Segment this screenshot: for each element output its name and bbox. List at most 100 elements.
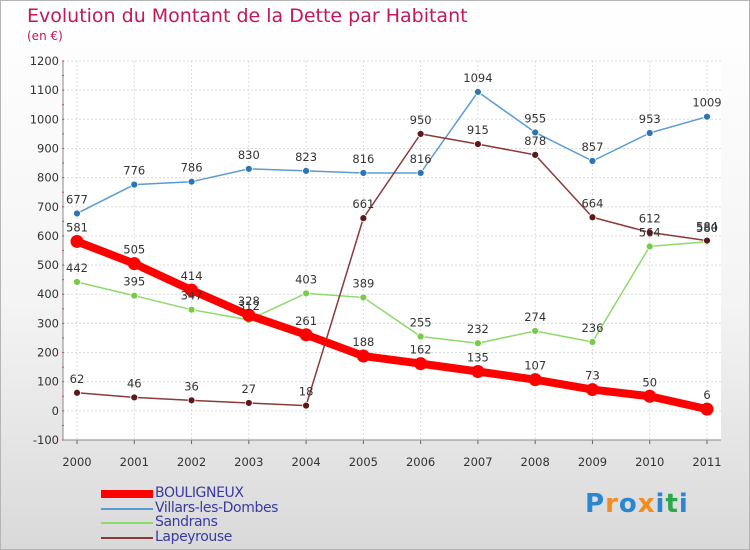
legend-swatch [101, 536, 153, 539]
data-label: 46 [127, 376, 142, 390]
data-point [703, 112, 711, 121]
chart-title: Evolution du Montant de la Dette par Hab… [27, 5, 468, 27]
x-tick-label: 2011 [692, 455, 721, 469]
data-point [185, 283, 199, 297]
y-tick-label: 100 [37, 375, 59, 389]
proxiti-logo: Proxiti [585, 489, 689, 519]
series-line-lapeyrouse [76, 133, 708, 407]
data-point [416, 129, 425, 138]
data-point [474, 339, 482, 348]
logo-letter: P [585, 489, 606, 519]
y-tick-label: 0 [52, 404, 59, 418]
data-point [187, 396, 196, 405]
axis-layer: -100 0 100 200 300 400 500 600 700 800 900 1000 1100… [30, 54, 722, 469]
data-label: 915 [467, 123, 489, 137]
x-tick-label: 2004 [291, 455, 320, 469]
data-point [244, 164, 253, 173]
data-point [302, 401, 310, 410]
data-point [244, 399, 253, 407]
legend-label: Villars-les-Dombes [155, 499, 279, 516]
data-label: 107 [524, 359, 546, 373]
data-label: 389 [352, 276, 374, 290]
logo-letter: r [605, 489, 619, 519]
data-point [471, 364, 485, 378]
data-label: 442 [66, 261, 88, 275]
data-point [356, 349, 370, 363]
data-label: 857 [581, 140, 603, 154]
data-point [130, 180, 139, 189]
data-point [70, 234, 84, 248]
x-tick-label: 2000 [62, 455, 91, 469]
data-point [73, 209, 81, 218]
logo-letter: x [637, 489, 656, 519]
data-point [474, 88, 482, 96]
data-point [73, 278, 81, 286]
legend-swatch [101, 490, 153, 498]
x-tick-label: 2005 [349, 455, 378, 469]
y-tick-label: 400 [37, 287, 59, 301]
data-label: 1009 [692, 96, 721, 110]
data-point [414, 357, 428, 371]
data-label: 953 [639, 112, 661, 126]
legend-swatch [101, 507, 153, 510]
data-point [585, 383, 599, 397]
data-label: 62 [70, 372, 85, 386]
data-label: 955 [524, 111, 546, 125]
data-label: 188 [352, 335, 374, 349]
data-label: 347 [181, 289, 203, 303]
data-label: 1094 [463, 71, 492, 85]
data-label: 274 [524, 310, 546, 324]
data-label: 584 [696, 220, 718, 234]
data-label: 816 [410, 152, 432, 166]
data-point [302, 167, 310, 175]
data-point [299, 328, 313, 342]
data-label: 27 [241, 382, 256, 396]
data-label: 505 [123, 243, 145, 257]
data-point [474, 140, 482, 148]
data-point [531, 327, 540, 335]
x-tick-label: 2010 [635, 455, 664, 469]
legend-item: BOULIGNEUX [101, 485, 321, 501]
data-label: 395 [123, 275, 145, 289]
data-label: 823 [295, 150, 317, 164]
logo-letter: i [678, 489, 689, 519]
data-point [359, 293, 368, 302]
data-label: 950 [410, 113, 432, 127]
x-tick-label: 2001 [120, 455, 149, 469]
y-tick-label: 1000 [30, 112, 59, 126]
series-line-bouligneux [73, 237, 711, 414]
legend-label: Sandrans [155, 514, 218, 530]
data-label: 162 [410, 343, 432, 357]
series-line-sandrans [76, 241, 708, 344]
data-point [242, 308, 256, 322]
data-point [73, 388, 81, 397]
x-tick-label: 2007 [463, 455, 492, 469]
data-label: 786 [181, 161, 203, 175]
y-tick-label: 200 [37, 346, 59, 360]
logo-letter: i [655, 489, 666, 519]
data-label: 830 [238, 148, 260, 162]
legend-item: Lapeyrouse [101, 529, 321, 545]
chart-subtitle: (en €) [27, 29, 63, 43]
data-point [645, 129, 654, 137]
y-tick-label: 1100 [30, 83, 59, 97]
data-label: 6 [703, 388, 710, 402]
data-point [127, 257, 141, 271]
data-point [130, 393, 139, 402]
y-tick-label: -100 [33, 433, 59, 447]
x-tick-label: 2009 [578, 455, 607, 469]
data-point [187, 305, 196, 314]
series-layer [70, 88, 714, 416]
data-point [700, 402, 714, 416]
data-label: 236 [581, 321, 603, 335]
x-tick-label: 2003 [234, 455, 263, 469]
data-label: 403 [295, 272, 317, 286]
label-layer: 677 776 786 830 823 816 816 1094 955 857 953 1009 44… [66, 71, 722, 402]
data-point [703, 236, 711, 245]
data-label: 232 [467, 322, 489, 336]
data-label: 677 [66, 192, 88, 206]
data-label: 581 [66, 220, 88, 234]
data-point [531, 150, 540, 159]
data-label: 73 [585, 369, 600, 383]
